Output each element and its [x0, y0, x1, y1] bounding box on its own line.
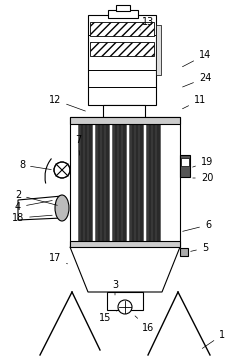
Text: 20: 20: [193, 173, 213, 183]
Text: 11: 11: [182, 95, 206, 109]
Bar: [90, 22, 154, 36]
Bar: [156, 25, 161, 75]
Bar: [70, 241, 180, 247]
Text: 5: 5: [191, 243, 208, 253]
Bar: [181, 158, 189, 166]
Text: 2: 2: [15, 190, 57, 205]
Ellipse shape: [55, 195, 69, 221]
Bar: [112, 122, 126, 244]
Text: 1: 1: [202, 330, 225, 349]
Bar: [108, 10, 138, 18]
Polygon shape: [70, 247, 180, 292]
Bar: [95, 122, 109, 244]
Bar: [116, 5, 130, 11]
Bar: [107, 292, 143, 310]
Circle shape: [54, 162, 70, 178]
Text: 24: 24: [182, 73, 211, 87]
Text: 4: 4: [15, 201, 52, 212]
Text: 17: 17: [49, 253, 68, 264]
Polygon shape: [18, 196, 62, 220]
Text: 19: 19: [192, 157, 213, 167]
Bar: [129, 122, 143, 244]
Bar: [88, 15, 156, 105]
Text: 16: 16: [135, 316, 154, 333]
Text: 14: 14: [182, 50, 211, 67]
Text: 13: 13: [140, 17, 154, 30]
Text: 6: 6: [183, 220, 211, 231]
Bar: [180, 155, 190, 177]
Text: 8: 8: [19, 160, 51, 170]
Text: 7: 7: [75, 135, 81, 155]
Text: 15: 15: [99, 310, 118, 323]
Bar: [90, 42, 154, 56]
Circle shape: [118, 300, 132, 314]
Text: 3: 3: [112, 280, 118, 295]
Bar: [70, 117, 180, 124]
Bar: [180, 248, 188, 256]
Text: 12: 12: [49, 95, 86, 111]
Bar: [70, 117, 180, 247]
Bar: [78, 122, 92, 244]
Bar: [146, 122, 160, 244]
Text: 18: 18: [12, 213, 52, 223]
Bar: [103, 105, 145, 117]
